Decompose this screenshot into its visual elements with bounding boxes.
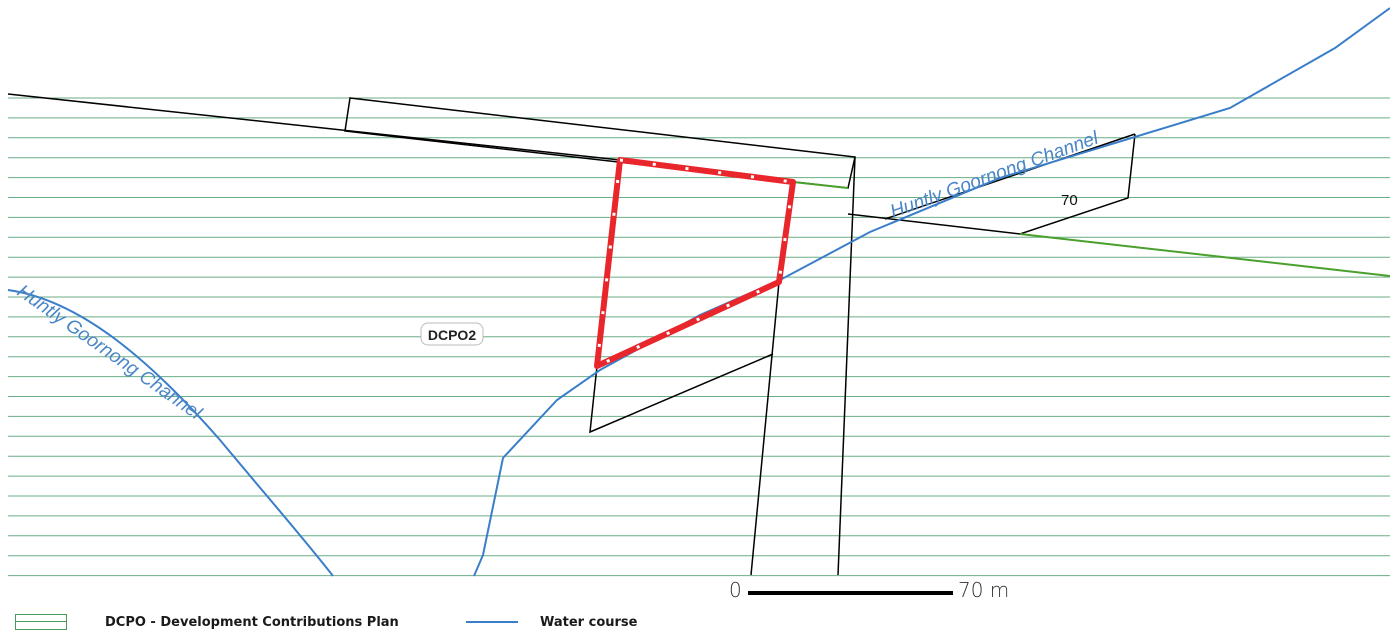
scale-bar-start: 0 bbox=[729, 578, 742, 602]
water-course-left bbox=[7, 289, 334, 577]
subject-site-outline[interactable] bbox=[594, 157, 796, 369]
legend-dcpo: DCPO - Development Contributions Plan bbox=[15, 612, 399, 632]
svg-text:DCPO2: DCPO2 bbox=[428, 327, 476, 343]
water-courses bbox=[7, 7, 1390, 577]
subject-site-dash bbox=[595, 158, 795, 369]
scale-bar-end: 70 m bbox=[958, 578, 1010, 602]
channel-label-lower: Huntly Goornong Channel bbox=[13, 281, 206, 425]
legend-dcpo-label: DCPO - Development Contributions Plan bbox=[105, 614, 399, 630]
lot-number-label: 70 bbox=[1061, 192, 1078, 209]
blue-line-icon bbox=[466, 621, 518, 623]
zone-label: DCPO2 bbox=[420, 322, 484, 346]
green-boundary bbox=[792, 181, 1390, 277]
legend-water-course-label: Water course bbox=[540, 614, 638, 630]
water-course-right bbox=[473, 7, 1390, 577]
hatched-green-box-icon bbox=[15, 614, 67, 630]
property-boundaries bbox=[7, 93, 1136, 576]
legend-water-course: Water course bbox=[466, 612, 637, 632]
dcpo-hatch-overlay bbox=[8, 97, 1390, 577]
